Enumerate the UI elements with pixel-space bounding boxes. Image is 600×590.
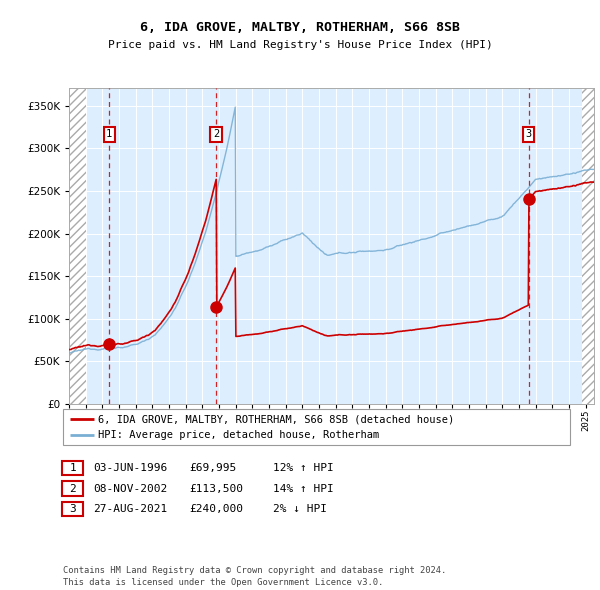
- Text: 03-JUN-1996: 03-JUN-1996: [93, 463, 167, 473]
- Text: £69,995: £69,995: [189, 463, 236, 473]
- Text: Price paid vs. HM Land Registry's House Price Index (HPI): Price paid vs. HM Land Registry's House …: [107, 40, 493, 50]
- Text: £113,500: £113,500: [189, 484, 243, 493]
- Text: Contains HM Land Registry data © Crown copyright and database right 2024.
This d: Contains HM Land Registry data © Crown c…: [63, 566, 446, 587]
- Text: 1: 1: [106, 129, 112, 139]
- Text: 08-NOV-2002: 08-NOV-2002: [93, 484, 167, 493]
- Bar: [581, 88, 594, 404]
- Text: 6, IDA GROVE, MALTBY, ROTHERHAM, S66 8SB: 6, IDA GROVE, MALTBY, ROTHERHAM, S66 8SB: [140, 21, 460, 34]
- Text: 2% ↓ HPI: 2% ↓ HPI: [273, 504, 327, 514]
- Text: 2: 2: [69, 484, 76, 493]
- Text: 12% ↑ HPI: 12% ↑ HPI: [273, 463, 334, 473]
- Text: 1: 1: [69, 463, 76, 473]
- Text: 6, IDA GROVE, MALTBY, ROTHERHAM, S66 8SB (detached house): 6, IDA GROVE, MALTBY, ROTHERHAM, S66 8SB…: [98, 414, 454, 424]
- Text: 2: 2: [213, 129, 220, 139]
- Text: 3: 3: [526, 129, 532, 139]
- Text: £240,000: £240,000: [189, 504, 243, 514]
- Text: HPI: Average price, detached house, Rotherham: HPI: Average price, detached house, Roth…: [98, 430, 379, 440]
- Text: 27-AUG-2021: 27-AUG-2021: [93, 504, 167, 514]
- Bar: [581, 88, 594, 404]
- Bar: [69, 88, 86, 404]
- Bar: [69, 88, 86, 404]
- Text: 14% ↑ HPI: 14% ↑ HPI: [273, 484, 334, 493]
- Text: 3: 3: [69, 504, 76, 514]
